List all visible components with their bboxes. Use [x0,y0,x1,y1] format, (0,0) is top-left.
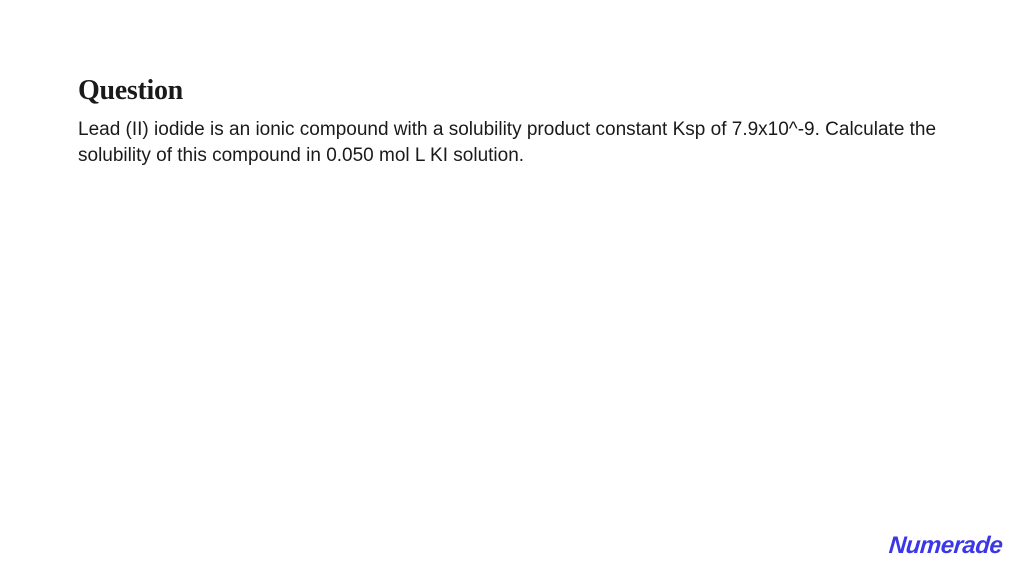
brand-logo-text: Numerade [887,532,1003,560]
brand-logo: Numerade [889,532,1002,560]
content-container: Question Lead (II) iodide is an ionic co… [0,0,1024,168]
question-heading: Question [78,75,946,107]
question-body: Lead (II) iodide is an ionic compound wi… [78,117,946,168]
